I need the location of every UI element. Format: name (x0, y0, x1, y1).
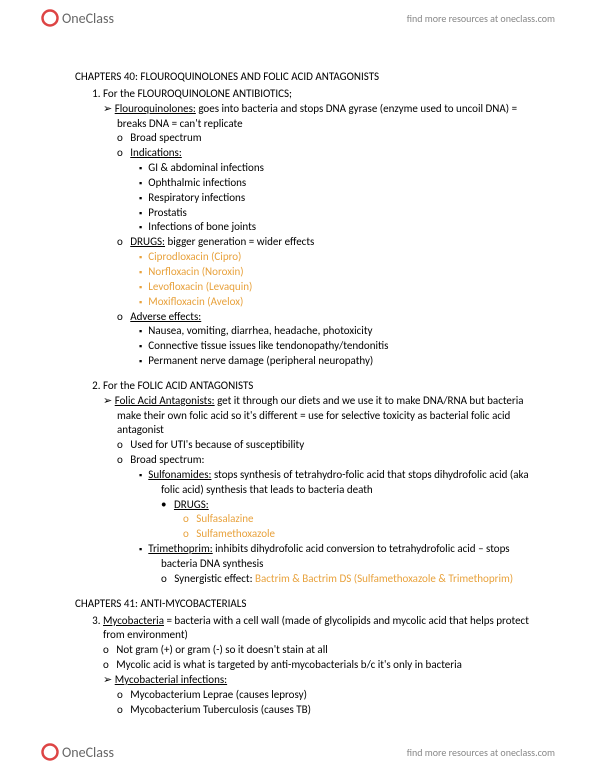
adv-tendon: Connective tissue issues like tendonopat… (161, 339, 540, 354)
fa-broad: Broad spectrum: Sulfonamides: stops synt… (139, 453, 540, 587)
brand-name: OneClass (62, 10, 114, 27)
document-body: CHAPTERS 40: FLOUROQUINOLONES AND FOLIC … (75, 70, 540, 721)
ind-oph: Ophthalmic infections (161, 176, 540, 191)
item-mycobacteria: Mycobacteria = bacteria with a cell wall… (103, 614, 540, 718)
drug-sulfamethoxazole: Sulfamethoxazole (205, 527, 540, 542)
ind-prost: Prostatis (161, 206, 540, 221)
inf-tb: Mycobacterium Tuberculosis (causes TB) (139, 703, 540, 718)
ind-bone: Infections of bone joints (161, 220, 540, 235)
adv-nausea: Nausea, vomiting, diarrhea, headache, ph… (161, 324, 540, 339)
drug-sulfasalazine: Sulfasalazine (205, 512, 540, 527)
page-header: OneClass find more resources at oneclass… (0, 0, 595, 36)
circle-icon (40, 742, 60, 762)
fa-drugs-label: DRUGS: Sulfasalazine Sulfamethoxazole (183, 498, 540, 543)
header-tagline: find more resources at oneclass.com (407, 12, 555, 25)
fq-broad: Broad spectrum (139, 131, 540, 146)
item-folic-acid: For the FOLIC ACID ANTAGONISTS Folic Aci… (103, 379, 540, 587)
circle-icon (40, 8, 60, 28)
adv-nerve: Permanent nerve damage (peripheral neuro… (161, 354, 540, 369)
item1-heading: For the FLOUROQUINOLONE ANTIBIOTICS; (103, 87, 292, 100)
fq-drugs: DRUGS: bigger generation = wider effects… (139, 235, 540, 309)
drug-avelox: Moxifloxacin (Avelox) (161, 295, 540, 310)
chapter-41-title: CHAPTERS 41: ANTI-MYCOBACTERIALS (75, 597, 540, 612)
item2-heading: For the FOLIC ACID ANTAGONISTS (103, 379, 253, 392)
myco-gram: Not gram (+) or gram (-) so it doesn't s… (125, 643, 540, 658)
fq-adverse: Adverse effects: Nausea, vomiting, diarr… (139, 310, 540, 369)
item-fluoroquinolones: For the FLOUROQUINOLONE ANTIBIOTICS; Flo… (103, 87, 540, 369)
page-footer: OneClass find more resources at oneclass… (0, 734, 595, 770)
ind-gi: GI & abdominal infections (161, 161, 540, 176)
fa-trimethoprim: Trimethoprim: inhibits dihydrofolic acid… (161, 542, 540, 587)
brand-logo: OneClass (40, 8, 114, 28)
myco-label: Mycobacteria (103, 614, 164, 627)
fa-sulfonamides: Sulfonamides: stops synthesis of tetrahy… (161, 468, 540, 542)
ind-resp: Respiratory infections (161, 191, 540, 206)
chapter-40-list: For the FLOUROQUINOLONE ANTIBIOTICS; Flo… (75, 87, 540, 587)
inf-leprae: Mycobacterium Leprae (causes leprosy) (139, 688, 540, 703)
myco-acid: Mycolic acid is what is targeted by anti… (125, 658, 540, 673)
footer-logo: OneClass (40, 742, 114, 762)
footer-tagline: find more resources at oneclass.com (407, 746, 555, 759)
fa-definition: Folic Acid Antagonists: get it through o… (117, 394, 540, 587)
fq-definition: Flouroquinolones: goes into bacteria and… (117, 102, 540, 369)
fa-synergy: Synergistic effect: Bactrim & Bactrim DS… (183, 572, 540, 587)
drug-levaquin: Levofloxacin (Levaquin) (161, 280, 540, 295)
drug-noroxin: Norfloxacin (Noroxin) (161, 265, 540, 280)
footer-brand-name: OneClass (62, 744, 114, 761)
myco-infections: Mycobacterial infections: Mycobacterium … (117, 673, 540, 718)
fq-indications: Indications: GI & abdominal infections O… (139, 146, 540, 235)
chapter-40-title: CHAPTERS 40: FLOUROQUINOLONES AND FOLIC … (75, 70, 540, 85)
drug-cipro: Ciprodloxacin (Cipro) (161, 250, 540, 265)
chapter-41-list: Mycobacteria = bacteria with a cell wall… (75, 614, 540, 718)
fa-uti: Used for UTI's because of susceptibility (139, 438, 540, 453)
